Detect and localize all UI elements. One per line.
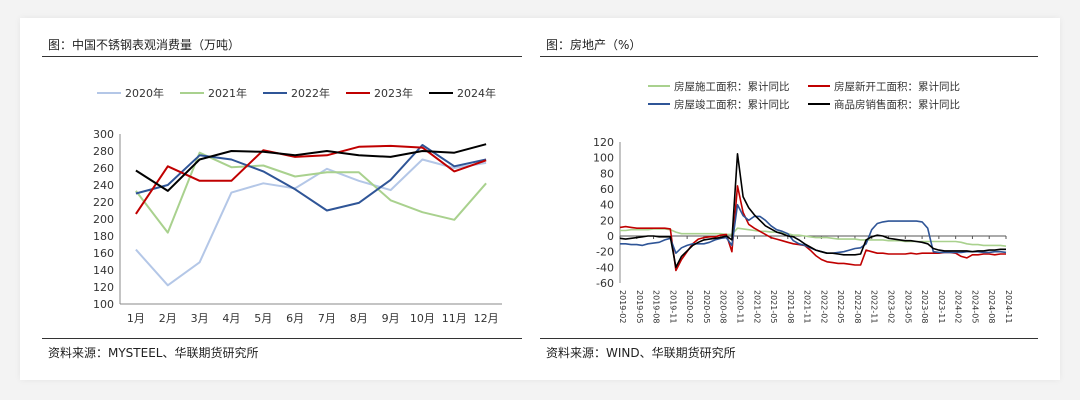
x-tick-label: 2022-11 — [870, 290, 879, 323]
y-tick-label: 60 — [600, 183, 614, 196]
legend-label-2024年: 2024年 — [457, 86, 496, 100]
legend-label-2021年: 2021年 — [208, 86, 247, 100]
left-chart-title: 图：中国不锈钢表观消费量（万吨） — [48, 38, 241, 52]
series-line-2 — [620, 203, 1007, 254]
series-line-2024年 — [135, 143, 487, 192]
x-tick-label: 2023-02 — [887, 290, 896, 323]
y-tick-label: -60 — [596, 277, 614, 290]
x-tick-label: 2019-02 — [618, 290, 627, 323]
legend-label-2: 房屋竣工面积：累计同比 — [674, 98, 790, 111]
right-title-rule — [540, 56, 1038, 57]
series-line-2020年 — [135, 158, 487, 287]
x-tick-label: 10月 — [410, 312, 435, 325]
x-tick-label: 2019-11 — [668, 290, 677, 323]
series-line-0 — [620, 227, 1007, 247]
x-tick-label: 2022-05 — [836, 290, 845, 323]
y-tick-label: 200 — [93, 213, 114, 226]
left-source-rule — [42, 338, 522, 339]
x-tick-label: 2024-08 — [987, 290, 996, 323]
x-tick-label: 2023-05 — [903, 290, 912, 323]
y-tick-label: 120 — [593, 136, 614, 149]
x-tick-label: 2020-11 — [735, 290, 744, 323]
x-tick-label: 2022-02 — [819, 290, 828, 323]
x-tick-label: 2020-08 — [719, 290, 728, 323]
legend-label-2022年: 2022年 — [291, 86, 330, 100]
series-line-2022年 — [135, 144, 487, 212]
y-tick-label: 220 — [93, 196, 114, 209]
left-title-rule — [42, 56, 522, 57]
legend-label-3: 商品房销售面积：累计同比 — [834, 98, 960, 111]
x-tick-label: 12月 — [474, 312, 499, 325]
right-chart-title: 图：房地产（%） — [546, 38, 642, 52]
legend-label-2023年: 2023年 — [374, 86, 413, 100]
series-line-1 — [619, 185, 1006, 272]
x-tick-label: 2020-02 — [685, 290, 694, 323]
y-tick-label: 120 — [93, 281, 114, 294]
legend-label-0: 房屋施工面积：累计同比 — [674, 80, 790, 93]
x-tick-label: 2019-08 — [652, 290, 661, 323]
y-tick-label: 240 — [93, 179, 114, 192]
y-tick-label: -40 — [596, 261, 614, 274]
y-tick-label: 80 — [600, 167, 614, 180]
y-tick-label: 0 — [607, 230, 614, 243]
x-tick-label: 1月 — [127, 312, 145, 325]
x-tick-label: 7月 — [318, 312, 336, 325]
y-tick-label: 160 — [93, 247, 114, 260]
right-panel: 图：房地产（%） 房屋施工面积：累计同比 房屋新开工面积：累计同比房屋竣工面积：累… — [540, 18, 1038, 380]
legend-label-2020年: 2020年 — [125, 86, 164, 100]
y-tick-label: 40 — [600, 199, 614, 212]
x-tick-label: 6月 — [286, 312, 304, 325]
y-tick-label: 300 — [93, 128, 114, 141]
x-tick-label: 2020-05 — [702, 290, 711, 323]
y-tick-label: 260 — [93, 162, 114, 175]
x-tick-label: 2023-11 — [937, 290, 946, 323]
x-tick-label: 2023-08 — [920, 290, 929, 323]
x-tick-label: 2024-02 — [954, 290, 963, 323]
x-tick-label: 2024-11 — [1004, 290, 1013, 323]
y-tick-label: 280 — [93, 145, 114, 158]
legend-label-1: 房屋新开工面积：累计同比 — [834, 80, 960, 93]
left-source-note: 资料来源：MYSTEEL、华联期货研究所 — [48, 346, 259, 360]
x-tick-label: 2021-02 — [752, 290, 761, 323]
x-tick-label: 2024-05 — [970, 290, 979, 323]
y-tick-label: -20 — [596, 246, 614, 259]
series-line-3 — [619, 153, 1006, 269]
y-tick-label: 140 — [93, 264, 114, 277]
right-source-rule — [540, 338, 1038, 339]
x-tick-label: 2022-08 — [853, 290, 862, 323]
y-tick-label: 180 — [93, 230, 114, 243]
x-tick-label: 9月 — [382, 312, 400, 325]
x-tick-label: 5月 — [254, 312, 272, 325]
x-tick-label: 2月 — [159, 312, 177, 325]
x-tick-label: 2021-11 — [803, 290, 812, 323]
right-source-note: 资料来源：WIND、华联期货研究所 — [546, 346, 736, 360]
left-line-chart: 2020年 2021年 2022年 2023年 2024年 100 120 140 160 180… — [93, 86, 502, 325]
left-panel: 图：中国不锈钢表观消费量（万吨） 2020年 2021年 2022年 2023年 202… — [42, 18, 522, 380]
x-tick-label: 2021-08 — [786, 290, 795, 323]
x-tick-label: 4月 — [222, 312, 240, 325]
report-card: 图：中国不锈钢表观消费量（万吨） 2020年 2021年 2022年 2023年 202… — [20, 18, 1060, 380]
x-tick-label: 2019-05 — [635, 290, 644, 323]
x-tick-label: 2021-05 — [769, 290, 778, 323]
x-tick-label: 11月 — [442, 312, 467, 325]
y-tick-label: 100 — [593, 152, 614, 165]
y-tick-label: 100 — [93, 298, 114, 311]
x-tick-label: 3月 — [191, 312, 209, 325]
x-tick-label: 8月 — [350, 312, 368, 325]
y-tick-label: 20 — [600, 214, 614, 227]
